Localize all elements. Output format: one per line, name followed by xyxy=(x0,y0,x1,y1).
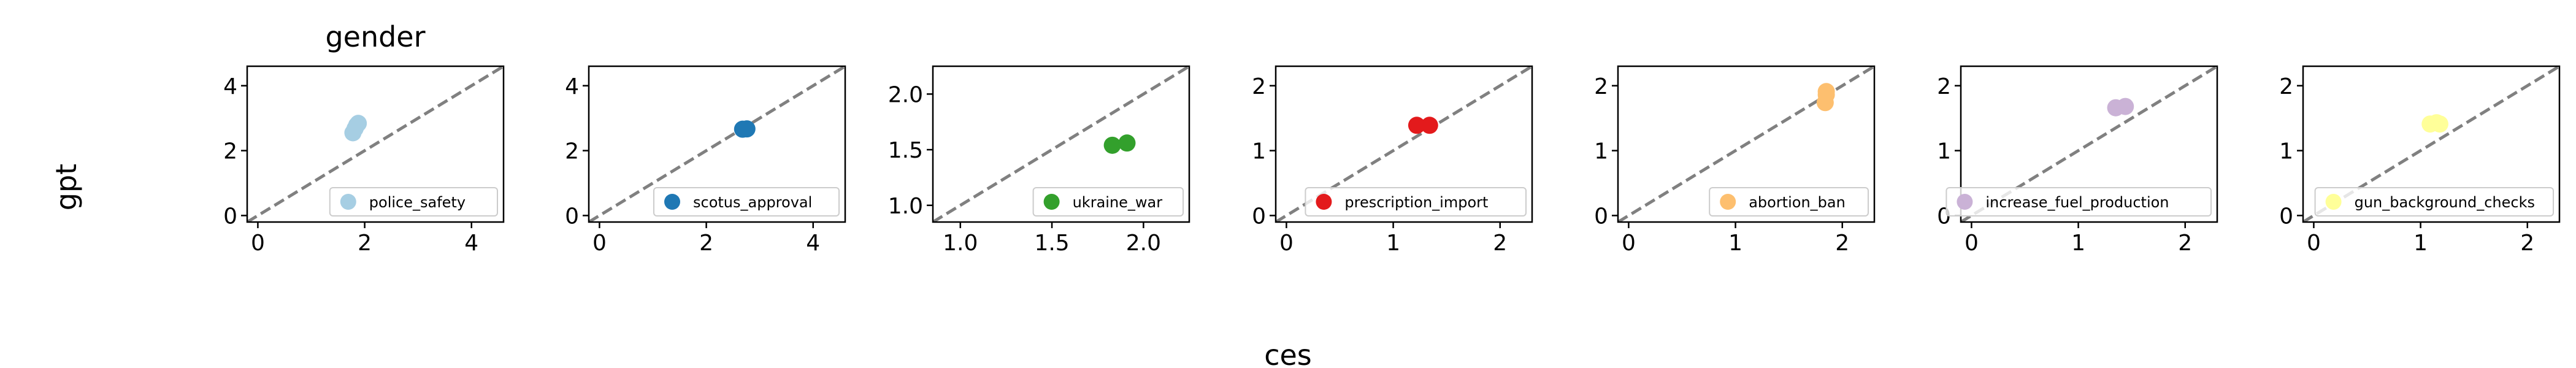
y-tick-label: 2.0 xyxy=(888,82,923,107)
data-point xyxy=(350,115,367,132)
data-point xyxy=(1408,117,1425,134)
data-point xyxy=(1420,117,1438,134)
legend-label: scotus_approval xyxy=(693,194,812,211)
legend-label: increase_fuel_production xyxy=(1985,194,2169,211)
legend-label: prescription_import xyxy=(1344,194,1488,211)
diagonal-line xyxy=(247,66,504,222)
axes-frame xyxy=(1617,65,1876,223)
x-tick-label: 2.0 xyxy=(1126,231,1161,256)
figure-xlabel: ces xyxy=(1264,339,1312,368)
y-tick-label: 0 xyxy=(1594,204,1608,229)
data-point xyxy=(1817,83,1835,101)
legend-box xyxy=(1709,187,1869,217)
legend-box xyxy=(1032,187,1184,217)
x-tick-label: 2 xyxy=(2520,231,2534,256)
subplot-4: 0 1 2 0 1 2 prescription_import xyxy=(1252,65,1533,256)
legend-label: ukraine_war xyxy=(1073,194,1163,211)
x-tick-label: 0 xyxy=(1622,231,1636,256)
x-tick-label: 2 xyxy=(2178,231,2192,256)
y-tick-label: 1 xyxy=(1252,139,1266,164)
x-tick-label: 2 xyxy=(699,231,713,256)
legend-label: gun_background_checks xyxy=(2355,194,2535,211)
data-point xyxy=(1103,136,1121,154)
subplot-1: 0 2 4 0 2 4 police_safety xyxy=(223,65,505,256)
y-tick-label: 1.0 xyxy=(888,194,923,219)
axes-frame xyxy=(1275,65,1533,223)
axes-frame xyxy=(588,65,846,223)
axes-frame xyxy=(246,65,505,223)
legend-label: police_safety xyxy=(369,194,466,211)
x-tick-label: 2 xyxy=(1493,231,1507,256)
x-tick-label: 0 xyxy=(251,231,265,256)
y-tick-label: 0 xyxy=(1252,204,1266,229)
x-tick-label: 0 xyxy=(1279,231,1294,256)
legend-box xyxy=(1945,187,2212,217)
x-tick-label: 0 xyxy=(592,231,607,256)
y-tick-label: 1 xyxy=(2279,139,2293,164)
x-tick-label: 4 xyxy=(464,231,478,256)
y-tick-label: 0 xyxy=(2279,204,2293,229)
x-tick-label: 1 xyxy=(2071,231,2085,256)
legend-marker xyxy=(1043,194,1060,210)
x-tick-label: 2 xyxy=(1835,231,1849,256)
axes-frame xyxy=(1960,65,2218,223)
y-tick-label: 1 xyxy=(1594,139,1608,164)
legend-label: abortion_ban xyxy=(1749,194,1846,211)
diagonal-line xyxy=(589,66,845,222)
subplot-panels: 0 2 4 0 2 4 police_safety 0 2 4 0 2 4 scotus_approval… xyxy=(223,65,2561,256)
y-tick-label: 4 xyxy=(223,74,237,99)
legend-marker xyxy=(1720,194,1736,210)
subplot-3: 1.0 1.5 2.0 1.0 1.5 2.0 ukraine_war xyxy=(888,65,1190,256)
x-tick-label: 1 xyxy=(1728,231,1742,256)
y-tick-label: 2 xyxy=(1252,74,1266,99)
x-tick-label: 4 xyxy=(806,231,820,256)
figure-title: gender xyxy=(325,20,425,53)
legend-marker xyxy=(340,194,356,210)
legend-box xyxy=(2314,187,2555,217)
y-tick-label: 2 xyxy=(1594,74,1608,99)
y-tick-label: 2 xyxy=(1937,74,1951,99)
legend-marker xyxy=(664,194,680,210)
legend-marker xyxy=(1316,194,1332,210)
y-tick-label: 1.5 xyxy=(888,138,923,163)
x-tick-label: 0 xyxy=(1965,231,1979,256)
axes-frame xyxy=(932,65,1190,223)
legend-box xyxy=(329,187,498,217)
x-tick-label: 0 xyxy=(2307,231,2321,256)
y-tick-label: 4 xyxy=(565,74,579,99)
y-tick-label: 0 xyxy=(565,204,579,229)
figure-ylabel: gpt xyxy=(50,164,83,210)
legend-marker xyxy=(2325,194,2342,210)
data-point xyxy=(738,120,756,138)
subplot-2: 0 2 4 0 2 4 scotus_approval xyxy=(565,65,846,256)
x-tick-label: 1 xyxy=(2413,231,2428,256)
y-tick-label: 1 xyxy=(1937,139,1951,164)
subplot-7: 0 1 2 0 1 2 gun_background_checks xyxy=(2279,65,2561,256)
legend-box xyxy=(1305,187,1527,217)
y-tick-label: 2 xyxy=(565,139,579,164)
axes-frame xyxy=(2302,65,2561,223)
legend-marker xyxy=(1957,194,1973,210)
legend-box xyxy=(653,187,840,217)
data-point xyxy=(1118,134,1136,152)
y-tick-label: 2 xyxy=(2279,74,2293,99)
data-point xyxy=(2117,98,2134,115)
x-tick-label: 2 xyxy=(358,231,372,256)
subplot-5: 0 1 2 0 1 2 abortion_ban xyxy=(1594,65,1876,256)
y-tick-label: 2 xyxy=(223,139,237,164)
data-point xyxy=(2431,115,2448,133)
x-tick-label: 1.5 xyxy=(1034,231,1069,256)
x-tick-label: 1 xyxy=(1386,231,1400,256)
x-tick-label: 1.0 xyxy=(943,231,978,256)
y-tick-label: 0 xyxy=(223,204,237,229)
diagonal-line xyxy=(933,66,1189,222)
